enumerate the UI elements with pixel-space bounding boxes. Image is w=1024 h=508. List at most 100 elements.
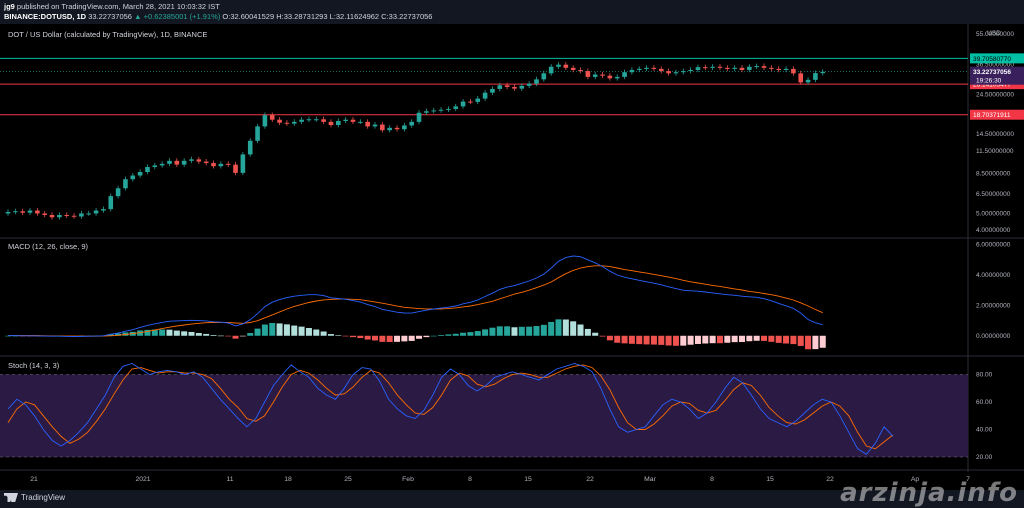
candle-body — [424, 111, 429, 113]
macd-histogram-bar — [416, 335, 423, 339]
last-price-label-bg — [970, 66, 1024, 85]
macd-histogram-bar — [159, 329, 166, 336]
macd-histogram-bar — [526, 326, 533, 336]
price-axis-tick: 8.50000000 — [976, 171, 1011, 178]
macd-axis: 6.00000000 4.00000000 2.00000000 0.00000000 — [976, 242, 1011, 340]
candle-body — [695, 67, 701, 70]
macd-histogram-bar — [283, 324, 290, 336]
candle-body — [534, 79, 539, 84]
candle-body — [130, 175, 136, 180]
macd-histogram-bar — [511, 327, 518, 336]
candle-body — [20, 211, 25, 213]
time-axis-tick: 18 — [284, 476, 292, 483]
macd-histogram-bar — [225, 335, 232, 337]
candle-body — [64, 214, 70, 216]
macd-histogram-bar — [269, 322, 276, 336]
candle-body — [49, 214, 55, 218]
macd-histogram-bar — [430, 335, 437, 337]
macd-histogram-bar — [716, 335, 723, 344]
price-axis-tick: 11.50000000 — [976, 148, 1014, 155]
macd-histogram-bar — [768, 335, 775, 342]
macd-histogram-bar — [761, 335, 768, 341]
macd-histogram-bar — [386, 335, 393, 342]
candle-body — [313, 119, 319, 121]
macd-histogram-bar — [555, 319, 562, 336]
time-axis[interactable]: 21 2021 11 18 25 Feb 8 15 22 Mar 8 15 22 Ap 7 — [30, 476, 970, 483]
time-axis-tick: 7 — [966, 476, 970, 483]
price-axis-tick: 4.00000000 — [976, 227, 1011, 234]
symbol-line: BINANCE:DOTUSD, 1D 33.22737056 ▲ +0.6238… — [4, 12, 432, 21]
macd-pane[interactable] — [5, 255, 826, 350]
symbol-label[interactable]: BINANCE:DOTUSD, 1D — [4, 12, 87, 21]
macd-histogram-bar — [239, 335, 246, 337]
candle-body — [262, 115, 268, 127]
macd-histogram-bar — [592, 332, 599, 336]
author-name[interactable]: jg9 — [4, 2, 15, 11]
candle-body — [225, 163, 231, 165]
candle-body — [101, 209, 106, 211]
macd-axis-tick: 2.00000000 — [976, 302, 1011, 309]
macd-histogram-bar — [357, 335, 364, 339]
candle-body — [703, 67, 708, 69]
stoch-axis-tick: 60.00 — [976, 399, 993, 406]
candle-body — [79, 213, 84, 217]
time-axis-tick: 22 — [826, 476, 834, 483]
macd-histogram-bar — [731, 335, 738, 343]
macd-histogram-bar — [173, 330, 180, 336]
candle-body — [820, 71, 826, 74]
price-level-label-bg — [970, 53, 1024, 64]
candle-body — [291, 121, 297, 124]
candle-body — [651, 67, 657, 69]
candle-body — [137, 171, 143, 176]
macd-histogram-bar — [144, 329, 151, 336]
candle-body — [791, 68, 796, 74]
stoch-pane[interactable] — [0, 363, 968, 458]
candle-body — [644, 67, 649, 69]
candle-body — [798, 73, 804, 83]
tradingview-logo[interactable]: TradingView — [4, 493, 65, 502]
macd-histogram-bar — [166, 329, 173, 336]
candle-body — [159, 163, 165, 166]
macd-histogram-bar — [151, 329, 158, 336]
candle-body — [181, 160, 187, 165]
price-level-label: 39.70580770 — [973, 56, 1011, 63]
macd-histogram-bar — [482, 329, 489, 336]
time-axis-tick: 21 — [30, 476, 38, 483]
candle-body — [468, 101, 473, 103]
candle-body — [108, 196, 114, 210]
price-level-label: 18.70371911 — [973, 112, 1011, 119]
candle-body — [358, 121, 363, 123]
time-axis-tick: 2021 — [135, 476, 150, 483]
macd-histogram-bar — [606, 335, 613, 341]
macd-histogram-bar — [327, 334, 334, 336]
macd-histogram-bar — [298, 326, 305, 336]
macd-histogram-bar — [775, 335, 782, 343]
candle-body — [350, 119, 356, 122]
candle-body — [438, 109, 444, 111]
stoch-axis: 80.00 60.00 40.00 20.00 — [976, 372, 993, 462]
candle-body — [783, 68, 789, 70]
macd-histogram-bar — [577, 324, 584, 336]
candle-body — [247, 140, 253, 155]
candle-body — [739, 67, 745, 70]
candle-body — [761, 66, 767, 68]
price-axis-tick: 36.50000000 — [976, 62, 1014, 69]
macd-histogram-bar — [320, 331, 327, 336]
price-axis-tick: 5.00000000 — [976, 210, 1011, 217]
candle-body — [600, 74, 605, 76]
candle-body — [460, 101, 466, 107]
candle-body — [754, 66, 759, 68]
macd-histogram-bar — [217, 335, 224, 337]
candle-body — [776, 68, 781, 70]
candle-body — [343, 119, 348, 121]
candle-body — [578, 69, 583, 72]
price-axis-unit: USD — [987, 30, 1001, 37]
macd-histogram-bar — [614, 335, 621, 343]
candle-body — [512, 86, 517, 89]
macd-histogram-bar — [805, 335, 812, 350]
candle-body — [680, 71, 686, 73]
candle-body — [211, 163, 216, 167]
last-price: 33.22737056 — [88, 12, 132, 21]
